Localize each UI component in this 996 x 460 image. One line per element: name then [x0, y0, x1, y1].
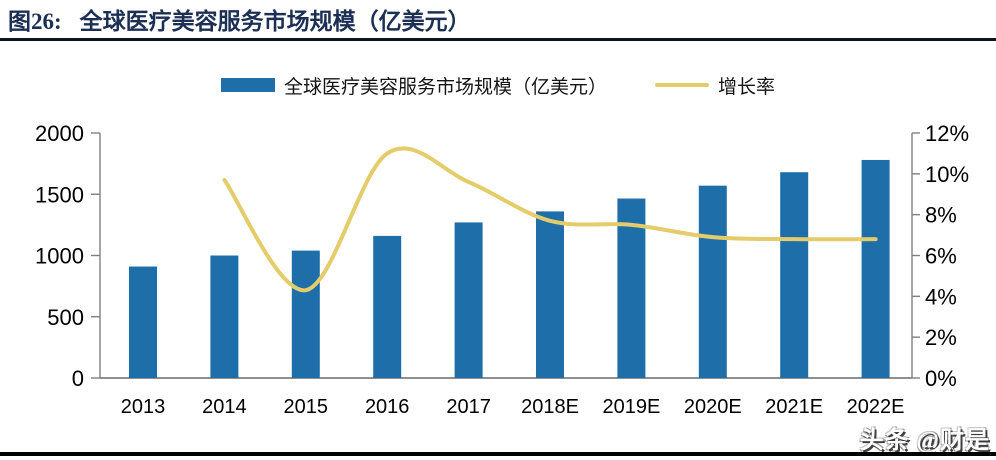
x-axis-label-2014: 2014 — [202, 396, 247, 418]
x-axis-label-2020E: 2020E — [684, 396, 742, 418]
y-axis-left-label: 2000 — [35, 121, 84, 146]
bottom-border — [0, 452, 996, 456]
bar-2020E — [698, 185, 727, 378]
x-axis-label-2018E: 2018E — [521, 396, 579, 418]
legend-label: 全球医疗美容服务市场规模（亿美元） — [283, 76, 607, 98]
y-axis-right-label: 10% — [925, 162, 969, 187]
y-axis-right-label: 0% — [925, 366, 957, 391]
watermark: 头条 @财是 — [859, 428, 990, 454]
figure-title: 图26: 全球医疗美容服务市场规模（亿美元） — [8, 2, 471, 36]
bar-2022E — [861, 159, 890, 378]
chart-legend: 全球医疗美容服务市场规模（亿美元） 增长率 — [0, 69, 996, 101]
bar-2018E — [536, 211, 564, 378]
figure-number: 图26: — [8, 9, 62, 34]
y-axis-right-label: 6% — [925, 244, 957, 269]
x-axis-label-2021E: 2021E — [765, 396, 823, 418]
bar-2015 — [291, 250, 320, 378]
y-axis-left-label: 1000 — [35, 244, 84, 269]
y-axis-left-label: 1500 — [35, 182, 84, 207]
legend-item-growth-rate: 增长率 — [655, 72, 775, 99]
bar-2013 — [129, 266, 157, 378]
x-axis-label-2017: 2017 — [446, 396, 491, 418]
y-axis-right-label: 12% — [925, 121, 969, 146]
bar-swatch-icon — [220, 78, 275, 92]
line-swatch-icon — [655, 83, 709, 87]
y-axis-right-label: 8% — [925, 203, 957, 228]
bar-2016 — [373, 235, 402, 378]
growth-rate-line — [222, 146, 878, 293]
bar-2014 — [210, 255, 239, 378]
legend-item-market-size: 全球医疗美容服务市场规模（亿美元） — [220, 72, 607, 99]
x-axis-label-2013: 2013 — [121, 396, 166, 418]
y-axis-right-label: 4% — [925, 284, 957, 309]
legend-label: 增长率 — [718, 76, 776, 98]
x-axis-label-2015: 2015 — [284, 396, 329, 418]
x-axis-label-2019E: 2019E — [602, 396, 660, 418]
y-axis-left-label: 500 — [47, 305, 84, 330]
y-axis-right-label: 2% — [925, 325, 957, 350]
figure-title-text: 全球医疗美容服务市场规模（亿美元） — [79, 9, 471, 34]
title-underline — [0, 38, 996, 41]
x-axis-label-2022E: 2022E — [847, 396, 905, 418]
y-axis-left-label: 0 — [72, 366, 84, 391]
bar-2021E — [780, 172, 809, 378]
bar-2019E — [617, 198, 646, 378]
x-axis-label-2016: 2016 — [365, 396, 410, 418]
bar-2017 — [454, 222, 483, 378]
